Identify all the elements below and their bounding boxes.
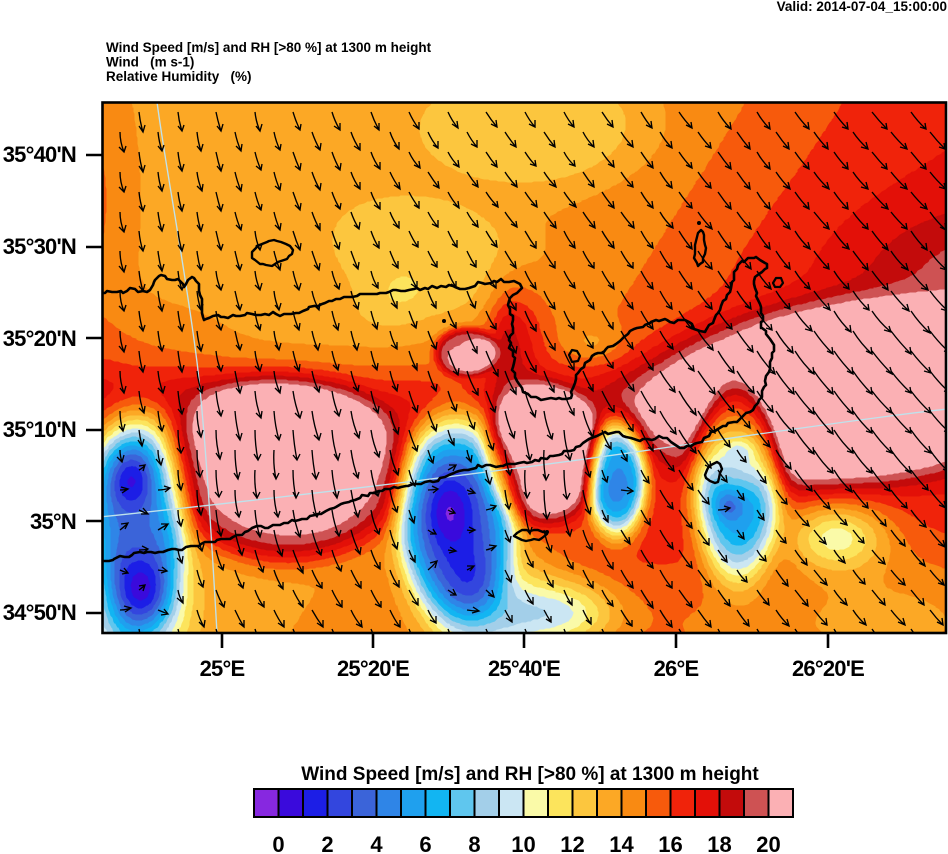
svg-text:8: 8 bbox=[468, 832, 480, 854]
svg-text:34°50'N: 34°50'N bbox=[3, 600, 76, 625]
svg-text:18: 18 bbox=[707, 832, 731, 854]
svg-text:6: 6 bbox=[419, 832, 431, 854]
svg-text:16: 16 bbox=[658, 832, 682, 854]
svg-text:25°E: 25°E bbox=[200, 656, 245, 681]
svg-text:25°40'E: 25°40'E bbox=[488, 656, 560, 681]
svg-text:20: 20 bbox=[756, 832, 780, 854]
svg-text:12: 12 bbox=[560, 832, 584, 854]
svg-text:25°20'E: 25°20'E bbox=[337, 656, 409, 681]
svg-text:0: 0 bbox=[272, 832, 284, 854]
svg-text:14: 14 bbox=[609, 832, 634, 854]
svg-text:26°E: 26°E bbox=[654, 656, 699, 681]
svg-text:35°N: 35°N bbox=[30, 509, 76, 534]
svg-text:Valid: 2014-07-04_15:00:00: Valid: 2014-07-04_15:00:00 bbox=[777, 0, 947, 14]
svg-text:4: 4 bbox=[370, 832, 383, 854]
svg-text:35°40'N: 35°40'N bbox=[3, 142, 76, 167]
svg-text:2: 2 bbox=[321, 832, 333, 854]
svg-text:35°20'N: 35°20'N bbox=[3, 326, 76, 351]
svg-text:Wind Speed [m/s] and RH [>80 %: Wind Speed [m/s] and RH [>80 %] at 1300 … bbox=[106, 40, 432, 55]
svg-text:Wind Speed [m/s] and RH [>80 %: Wind Speed [m/s] and RH [>80 %] at 1300 … bbox=[301, 764, 759, 785]
svg-text:35°10'N: 35°10'N bbox=[3, 417, 76, 442]
svg-text:10: 10 bbox=[511, 832, 535, 854]
svg-text:Wind (m s-1): Wind (m s-1) bbox=[106, 55, 194, 70]
svg-text:26°20'E: 26°20'E bbox=[792, 656, 864, 681]
svg-text:Relative Humidity (%): Relative Humidity (%) bbox=[106, 69, 252, 84]
svg-text:35°30'N: 35°30'N bbox=[3, 234, 76, 259]
